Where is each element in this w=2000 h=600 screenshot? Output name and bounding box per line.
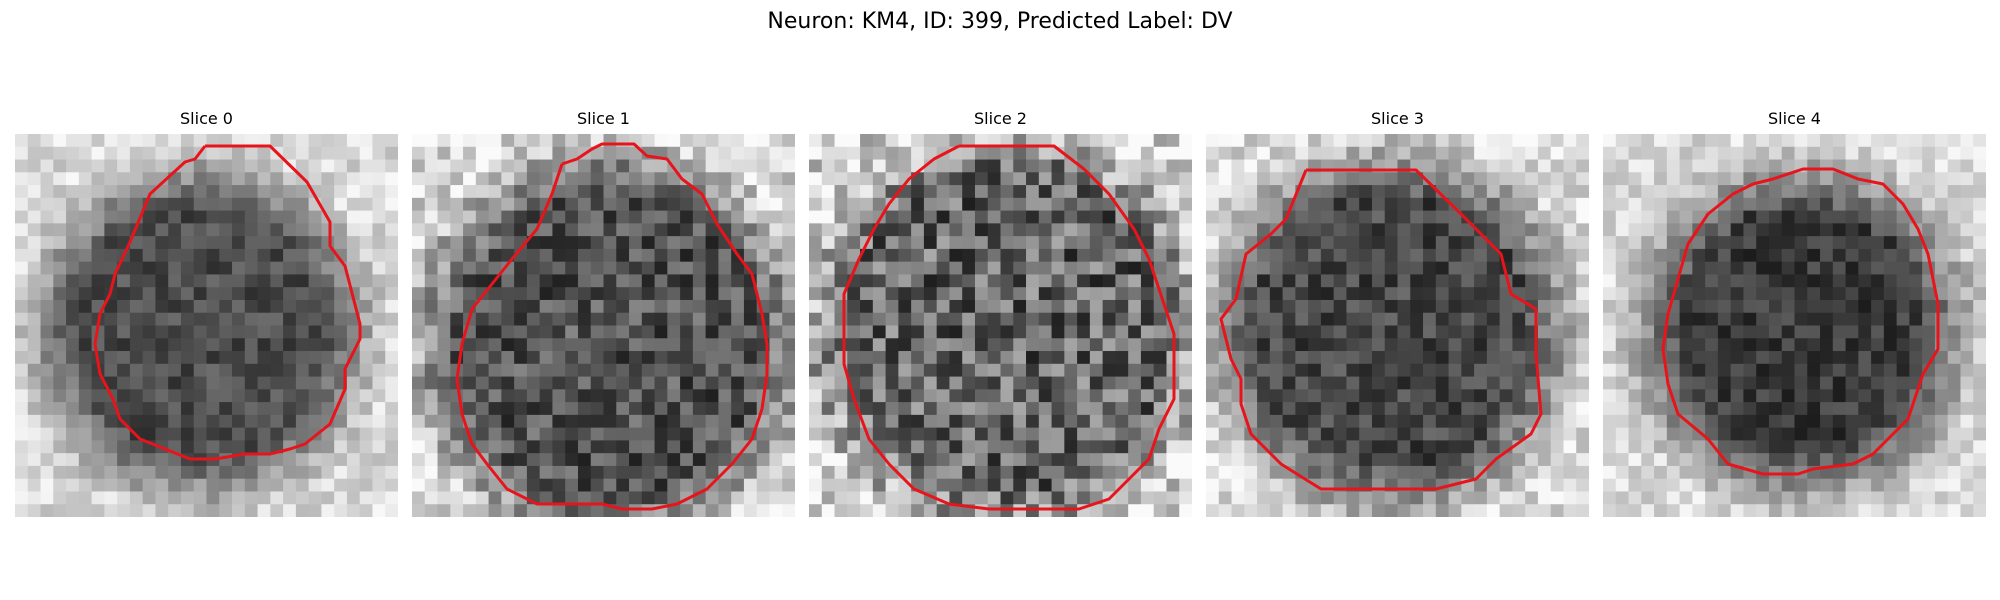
slice-panel-1: Slice 1 — [412, 108, 795, 520]
slice-panel-3: Slice 3 — [1206, 108, 1589, 520]
slice-contour-0 — [93, 144, 362, 461]
slice-title-2: Slice 2 — [974, 109, 1027, 128]
slice-panel-4: Slice 4 — [1603, 108, 1986, 520]
slice-title-3: Slice 3 — [1371, 109, 1424, 128]
slice-image-3 — [1206, 134, 1589, 517]
slice-contour-4 — [1661, 167, 1940, 476]
slice-image-4 — [1603, 134, 1986, 517]
slice-title-1: Slice 1 — [577, 109, 630, 128]
slice-title-4: Slice 4 — [1768, 109, 1821, 128]
slice-image-2 — [809, 134, 1192, 517]
slice-contour-3 — [1219, 168, 1543, 491]
slice-title-0: Slice 0 — [180, 109, 233, 128]
slice-panel-0: Slice 0 — [15, 108, 398, 520]
slice-panel-2: Slice 2 — [809, 108, 1192, 520]
slice-contour-1 — [455, 142, 769, 511]
slice-image-0 — [15, 134, 398, 517]
slice-image-1 — [412, 134, 795, 517]
figure-title: Neuron: KM4, ID: 399, Predicted Label: D… — [767, 9, 1233, 34]
slice-contour-2 — [842, 144, 1176, 511]
